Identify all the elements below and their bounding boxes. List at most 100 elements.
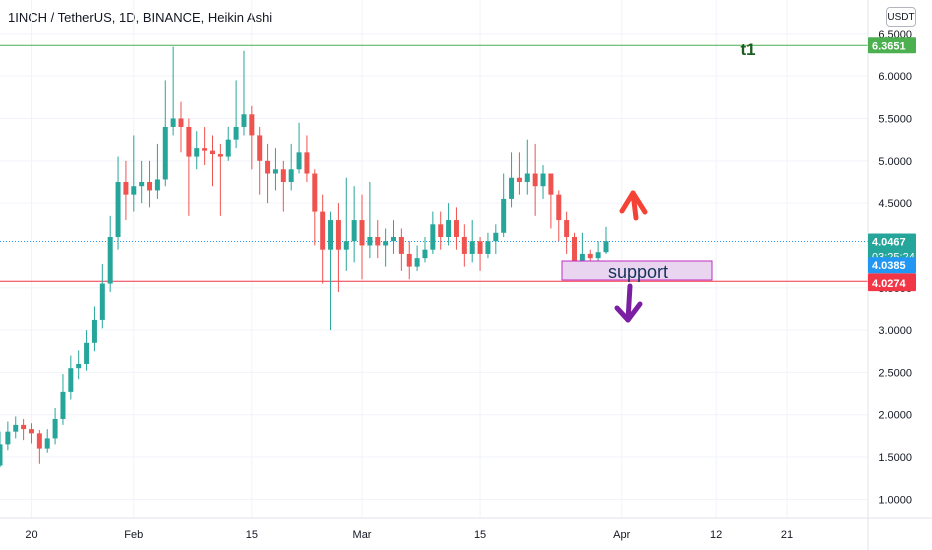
x-tick-label: Feb — [124, 529, 143, 541]
candle-body — [91, 319, 97, 343]
candle-body — [595, 252, 601, 259]
target-price-badge-text: 6.3651 — [872, 40, 906, 52]
candle-body — [233, 126, 239, 140]
candle-body — [438, 224, 444, 237]
candle-body — [367, 236, 373, 246]
candle-body — [194, 148, 200, 157]
candle-body — [154, 179, 160, 191]
candle-body — [241, 114, 247, 127]
candle-body — [477, 241, 483, 254]
candle-body — [52, 418, 58, 439]
down-arrow-icon — [614, 283, 643, 323]
target-price-badge-bg — [868, 37, 916, 54]
candle-body — [320, 211, 326, 250]
candle-body — [5, 431, 11, 445]
candle-body — [178, 118, 184, 127]
candle-body — [493, 232, 499, 242]
candle-body — [186, 126, 192, 157]
grid — [0, 0, 868, 518]
candle-body — [76, 363, 82, 369]
y-tick-label: 3.0000 — [878, 325, 912, 337]
y-tick-label: 5.5000 — [878, 113, 912, 125]
axis-badge-blue-bg — [868, 257, 916, 274]
candle-body — [265, 160, 271, 174]
candle-body — [351, 220, 357, 242]
candle-body — [225, 139, 231, 157]
candle-body — [375, 236, 381, 246]
target-label: t1 — [740, 40, 755, 59]
candle-body — [540, 173, 546, 187]
candle-body — [257, 135, 263, 161]
candle-body — [131, 186, 137, 195]
candle-body — [296, 152, 302, 170]
down-arrow-shaft — [625, 283, 633, 323]
candle-body — [304, 152, 310, 174]
candle-body — [123, 181, 129, 195]
candle-body — [548, 173, 554, 195]
candle-body — [107, 236, 113, 284]
candle-body — [328, 220, 334, 250]
x-tick-label: Mar — [353, 529, 372, 541]
y-tick-label: 5.0000 — [878, 156, 912, 168]
axis-badge-blue-text: 4.0385 — [872, 260, 906, 272]
candle-body — [13, 424, 19, 432]
x-tick-label: 15 — [474, 529, 486, 541]
candle-body — [288, 169, 294, 182]
current-price-badge-text: 4.0467 — [872, 237, 906, 249]
candle-body — [162, 126, 168, 180]
x-tick-label: 12 — [710, 529, 722, 541]
candle-body — [603, 241, 609, 253]
candle-body — [209, 150, 215, 155]
y-tick-label: 2.0000 — [878, 410, 912, 422]
candle-body — [406, 253, 412, 267]
candle-body — [509, 177, 515, 199]
candle-body — [280, 169, 286, 182]
candle-body — [453, 220, 459, 237]
candle-body — [60, 391, 66, 419]
chart-title: 1INCH / TetherUS, 1D, BINANCE, Heikin As… — [8, 10, 273, 25]
candle-body — [572, 236, 578, 270]
candle-body — [524, 173, 530, 182]
candle-body — [335, 220, 341, 250]
candle-body — [170, 118, 176, 127]
y-tick-label: 6.0000 — [878, 71, 912, 83]
down-arrow-head — [614, 301, 643, 323]
candle-body — [0, 444, 3, 466]
up-arrow-shaft — [630, 190, 639, 221]
candle-body — [501, 198, 507, 233]
candle-body — [398, 236, 404, 254]
candle-body — [556, 194, 562, 221]
candle-body — [21, 424, 27, 430]
candle-body — [587, 253, 593, 259]
candle-body — [446, 220, 452, 237]
candle-body — [68, 368, 74, 392]
candle-body — [36, 433, 42, 449]
candle-body — [312, 173, 318, 212]
currency-button[interactable]: USDT — [886, 7, 916, 27]
annotations: support t1 — [561, 40, 756, 323]
candle-body — [359, 220, 365, 246]
axis-badge-red-text: 4.0274 — [872, 278, 907, 290]
horizontal-lines — [0, 44, 868, 282]
x-tick-label: 20 — [25, 529, 37, 541]
candle-body — [461, 236, 467, 254]
candle-body — [564, 220, 570, 237]
candle-body — [84, 342, 90, 364]
candle-body — [217, 154, 223, 157]
candle-body — [139, 181, 145, 187]
y-tick-label: 1.0000 — [878, 494, 912, 506]
candle-body — [516, 177, 522, 182]
up-arrow-icon — [619, 190, 648, 221]
y-tick-label: 4.5000 — [878, 198, 912, 210]
candle-body — [249, 114, 255, 136]
candle-body — [485, 241, 491, 254]
candle-body — [147, 181, 153, 191]
y-tick-label: 2.5000 — [878, 367, 912, 379]
candle-body — [272, 169, 278, 174]
candle-body — [532, 173, 538, 187]
x-tick-label: 15 — [246, 529, 258, 541]
candle-body — [28, 429, 34, 434]
